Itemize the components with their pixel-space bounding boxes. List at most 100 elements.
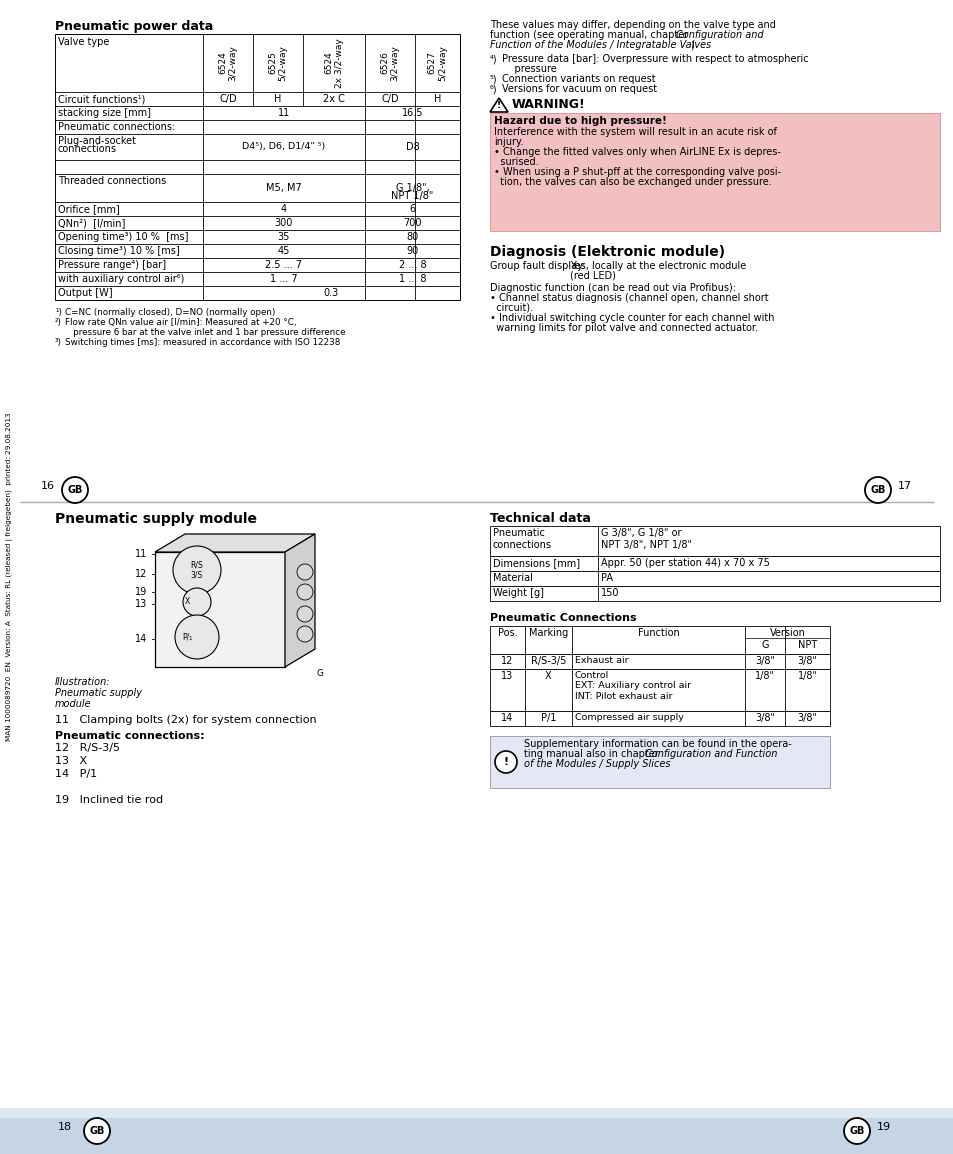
Bar [490, 669, 829, 711]
Text: Supplementary information can be found in the opera-: Supplementary information can be found i… [523, 739, 791, 749]
Text: Pneumatic Connections: Pneumatic Connections [490, 613, 636, 623]
Text: injury.: injury. [494, 137, 523, 147]
Text: G: G [316, 669, 324, 679]
Text: M5, M7: M5, M7 [266, 183, 301, 193]
Text: 6524
2x 3/2-way: 6524 2x 3/2-way [324, 38, 343, 88]
Text: 6525
5/2-way: 6525 5/2-way [268, 45, 288, 81]
Text: 80: 80 [406, 232, 418, 242]
Text: ²): ²) [55, 319, 62, 327]
Text: 13   X: 13 X [55, 756, 87, 766]
Text: X: X [184, 598, 190, 607]
Text: 1 ... 8: 1 ... 8 [398, 273, 426, 284]
Text: 1 ... 7: 1 ... 7 [270, 273, 297, 284]
Text: pressure 6 bar at the valve inlet and 1 bar pressure difference: pressure 6 bar at the valve inlet and 1 … [65, 328, 345, 337]
Text: • When using a P shut-pff at the corresponding valve posi-: • When using a P shut-pff at the corresp… [494, 167, 781, 177]
Text: Exhaust air: Exhaust air [575, 655, 628, 665]
Text: 4: 4 [280, 204, 287, 213]
Text: 12   R/S-3/5: 12 R/S-3/5 [55, 743, 120, 754]
Text: G: G [760, 640, 768, 650]
Text: tion, the valves can also be exchanged under pressure.: tion, the valves can also be exchanged u… [494, 177, 771, 187]
Text: 3/8": 3/8" [797, 655, 817, 666]
Text: .: . [656, 759, 659, 769]
Text: 19: 19 [876, 1122, 890, 1132]
Text: D4⁵), D6, D1/4" ⁵): D4⁵), D6, D1/4" ⁵) [242, 142, 325, 151]
Text: 3/8": 3/8" [754, 655, 774, 666]
Text: Diagnosis (Elektronic module): Diagnosis (Elektronic module) [490, 245, 724, 258]
Text: 2 ... 8: 2 ... 8 [398, 260, 426, 270]
Text: !: ! [503, 757, 508, 767]
Text: stacking size [mm]: stacking size [mm] [58, 108, 151, 118]
Text: Versions for vacuum on request: Versions for vacuum on request [501, 84, 657, 93]
Text: 13: 13 [134, 599, 147, 609]
Text: 150: 150 [600, 589, 618, 598]
Text: Opening time³) 10 %  [ms]: Opening time³) 10 % [ms] [58, 232, 189, 242]
Bar [490, 586, 939, 601]
Text: G 3/8", G 1/8" or
NPT 3/8", NPT 1/8": G 3/8", G 1/8" or NPT 3/8", NPT 1/8" [600, 529, 691, 549]
Text: ): ) [689, 40, 693, 50]
Circle shape [172, 546, 221, 594]
Text: WARNING!: WARNING! [512, 98, 585, 111]
Text: GB: GB [90, 1126, 105, 1136]
Text: Material: Material [493, 574, 533, 583]
Text: ⁵): ⁵) [490, 74, 497, 84]
Text: Configuration and Function: Configuration and Function [644, 749, 777, 759]
Bar [490, 625, 829, 654]
Text: 12: 12 [134, 569, 147, 579]
Text: R/S-3/5: R/S-3/5 [530, 655, 565, 666]
Text: 14   P/1: 14 P/1 [55, 769, 97, 779]
Text: Pneumatic connections:: Pneumatic connections: [58, 122, 175, 132]
Text: Pneumatic connections:: Pneumatic connections: [55, 730, 204, 741]
Circle shape [62, 477, 88, 503]
Text: 0.3: 0.3 [323, 288, 338, 298]
Text: 6526
3/2-way: 6526 3/2-way [380, 45, 399, 81]
Text: 11: 11 [277, 108, 290, 118]
Circle shape [495, 751, 517, 773]
Text: 19: 19 [134, 587, 147, 597]
Text: Configuration and: Configuration and [676, 30, 762, 40]
Circle shape [296, 584, 313, 600]
Text: warning limits for pilot valve and connected actuator.: warning limits for pilot valve and conne… [490, 323, 758, 334]
Text: H: H [274, 93, 281, 104]
Text: Marking: Marking [528, 628, 568, 638]
Text: Flow rate QNn value air [l/min]: Measured at +20 °C,: Flow rate QNn value air [l/min]: Measure… [65, 319, 296, 327]
Text: C/D: C/D [219, 93, 236, 104]
Text: 700: 700 [403, 218, 421, 228]
Text: (red LED): (red LED) [569, 271, 616, 282]
Text: 3/8": 3/8" [754, 713, 774, 724]
Text: 16.5: 16.5 [401, 108, 423, 118]
Text: QNn²)  [l/min]: QNn²) [l/min] [58, 218, 125, 228]
Text: 17: 17 [897, 481, 911, 490]
Text: Plug-and-socket: Plug-and-socket [58, 136, 136, 147]
Text: PA: PA [600, 574, 613, 583]
Text: Pneumatic power data: Pneumatic power data [55, 20, 213, 33]
Circle shape [296, 606, 313, 622]
Text: ³): ³) [55, 338, 62, 347]
Text: 1/8": 1/8" [797, 670, 817, 681]
Text: with auxiliary control air⁶): with auxiliary control air⁶) [58, 273, 184, 284]
Text: Pos.: Pos. [497, 628, 517, 638]
Bar [0, 1108, 953, 1154]
Text: Orifice [mm]: Orifice [mm] [58, 204, 120, 213]
Text: ting manual also in chapter: ting manual also in chapter [523, 749, 661, 759]
Text: circuit).: circuit). [490, 304, 533, 313]
Text: Technical data: Technical data [490, 512, 590, 525]
Bar [490, 571, 939, 586]
Text: 14: 14 [134, 634, 147, 644]
Text: Diagnostic function (can be read out via Profibus):: Diagnostic function (can be read out via… [490, 283, 735, 293]
Text: 6527
5/2-way: 6527 5/2-way [427, 45, 447, 81]
Text: Circuit functions¹): Circuit functions¹) [58, 93, 145, 104]
Text: Hazard due to high pressure!: Hazard due to high pressure! [494, 117, 666, 126]
Bar [0, 1108, 953, 1118]
Circle shape [843, 1118, 869, 1144]
Text: NPT 1/8": NPT 1/8" [391, 192, 434, 201]
Text: surised.: surised. [494, 157, 538, 167]
Bar [154, 552, 285, 667]
Text: G 1/8",: G 1/8", [395, 183, 429, 193]
Text: 18: 18 [58, 1122, 71, 1132]
Bar [490, 113, 939, 231]
Bar [55, 33, 459, 300]
Text: D8: D8 [405, 142, 419, 152]
Text: P/₁: P/₁ [182, 632, 192, 642]
Circle shape [174, 615, 219, 659]
Text: 6: 6 [409, 204, 416, 213]
